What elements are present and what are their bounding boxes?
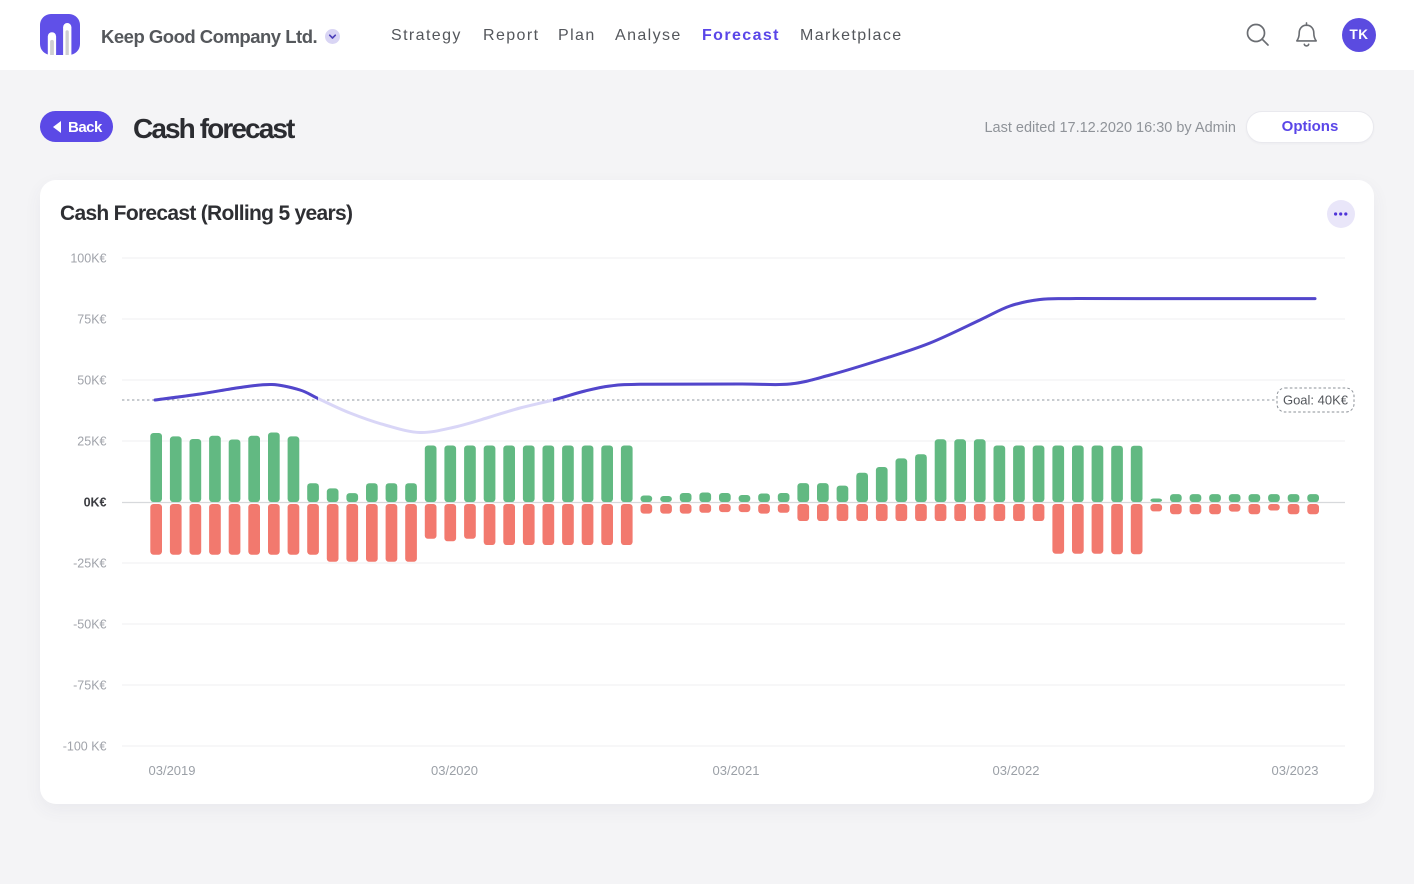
svg-text:-25K€: -25K€	[73, 557, 106, 571]
svg-text:03/2023: 03/2023	[1272, 763, 1319, 778]
svg-text:50K€: 50K€	[77, 374, 106, 388]
svg-text:Goal: 40K€: Goal: 40K€	[1283, 393, 1349, 408]
svg-text:03/2019: 03/2019	[149, 763, 196, 778]
svg-text:-50K€: -50K€	[73, 618, 106, 632]
svg-text:-75K€: -75K€	[73, 679, 106, 693]
svg-text:100K€: 100K€	[70, 252, 106, 266]
svg-text:03/2020: 03/2020	[431, 763, 478, 778]
svg-text:75K€: 75K€	[77, 313, 106, 327]
svg-text:03/2021: 03/2021	[713, 763, 760, 778]
svg-text:-100 K€: -100 K€	[63, 740, 107, 754]
svg-text:03/2022: 03/2022	[993, 763, 1040, 778]
svg-text:25K€: 25K€	[77, 435, 106, 449]
svg-text:0K€: 0K€	[84, 496, 107, 510]
